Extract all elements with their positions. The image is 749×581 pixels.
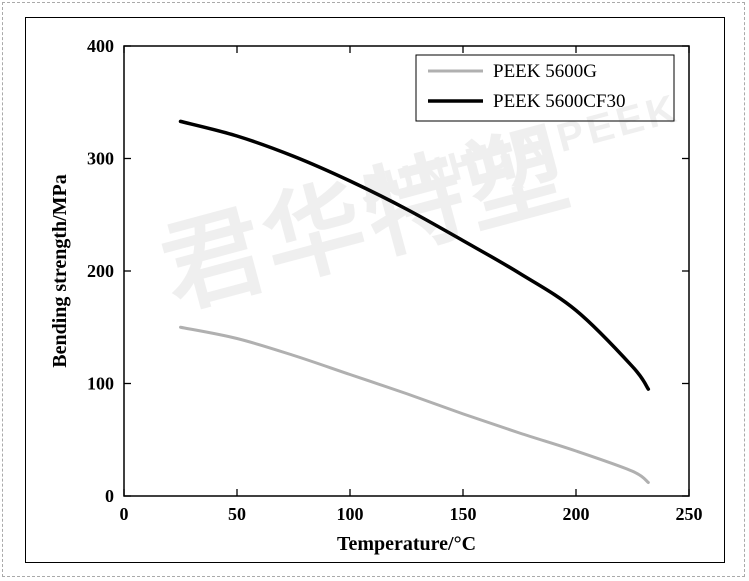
chart-svg: 0 50 100 150 200 250 0 100 200 300 400 Temperature/…	[26, 18, 725, 563]
x-tick-label: 100	[337, 504, 364, 524]
chart-panel: 君华特塑 JUNHUA PEEK 05010015020025001002003…	[25, 17, 725, 563]
y-tick-label: 0	[105, 486, 114, 506]
x-tick-label: 200	[563, 504, 590, 524]
y-tick-label: 400	[87, 36, 114, 56]
x-tick-label: 250	[676, 504, 703, 524]
x-tick-label: 150	[450, 504, 477, 524]
legend-label: PEEK 5600G	[493, 61, 597, 82]
x-tick-label: 50	[228, 504, 246, 524]
outer-dashed-frame: 君华特塑 JUNHUA PEEK 05010015020025001002003…	[2, 2, 745, 577]
y-tick-label: 300	[87, 149, 114, 169]
x-axis-label: Temperature/°C	[337, 533, 476, 555]
y-tick-label: 200	[87, 261, 114, 281]
y-tick-label: 100	[87, 374, 114, 394]
x-tick-label: 0	[120, 504, 129, 524]
y-axis-label: Bending strength/MPa	[49, 174, 71, 368]
legend-label: PEEK 5600CF30	[493, 91, 626, 112]
